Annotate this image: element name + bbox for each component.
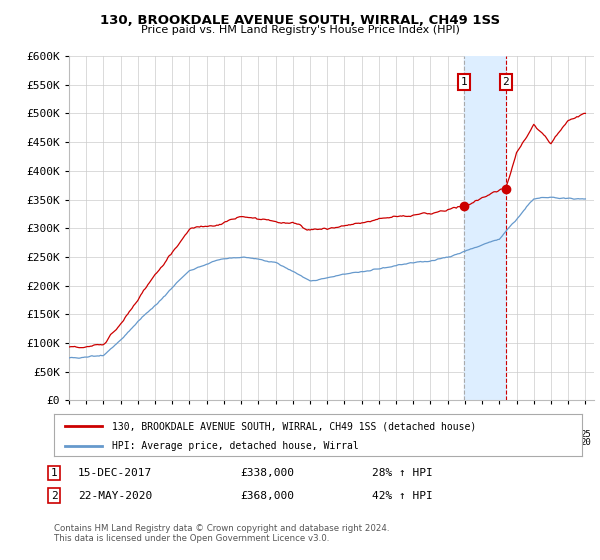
- Text: 2: 2: [50, 491, 58, 501]
- Text: Contains HM Land Registry data © Crown copyright and database right 2024.
This d: Contains HM Land Registry data © Crown c…: [54, 524, 389, 543]
- Text: 10
20: 10 20: [322, 430, 332, 447]
- Text: 15-DEC-2017: 15-DEC-2017: [78, 468, 152, 478]
- Text: 05
20: 05 20: [236, 430, 247, 447]
- Text: 2: 2: [502, 77, 509, 87]
- Text: 96
19: 96 19: [81, 430, 92, 447]
- Text: 130, BROOKDALE AVENUE SOUTH, WIRRAL, CH49 1SS (detached house): 130, BROOKDALE AVENUE SOUTH, WIRRAL, CH4…: [112, 421, 476, 431]
- Text: 08
20: 08 20: [287, 430, 298, 447]
- Text: 14
20: 14 20: [391, 430, 401, 447]
- Text: 09
20: 09 20: [305, 430, 316, 447]
- Text: 17
20: 17 20: [442, 430, 453, 447]
- Text: 13
20: 13 20: [373, 430, 384, 447]
- Text: 23
20: 23 20: [545, 430, 556, 447]
- Text: 18
20: 18 20: [460, 430, 470, 447]
- Text: £338,000: £338,000: [240, 468, 294, 478]
- Text: 20
20: 20 20: [494, 430, 505, 447]
- Text: 12
20: 12 20: [356, 430, 367, 447]
- Text: 98
19: 98 19: [115, 430, 126, 447]
- Text: £368,000: £368,000: [240, 491, 294, 501]
- Text: 130, BROOKDALE AVENUE SOUTH, WIRRAL, CH49 1SS: 130, BROOKDALE AVENUE SOUTH, WIRRAL, CH4…: [100, 14, 500, 27]
- Text: 22
20: 22 20: [529, 430, 539, 447]
- Text: 04
20: 04 20: [218, 430, 229, 447]
- Text: 15
20: 15 20: [408, 430, 419, 447]
- Text: 1: 1: [461, 77, 467, 87]
- Text: 1: 1: [50, 468, 58, 478]
- Text: 07
20: 07 20: [270, 430, 281, 447]
- Text: 16
20: 16 20: [425, 430, 436, 447]
- Text: HPI: Average price, detached house, Wirral: HPI: Average price, detached house, Wirr…: [112, 441, 359, 451]
- Text: Price paid vs. HM Land Registry's House Price Index (HPI): Price paid vs. HM Land Registry's House …: [140, 25, 460, 35]
- Text: 28% ↑ HPI: 28% ↑ HPI: [372, 468, 433, 478]
- Text: 24
20: 24 20: [563, 430, 574, 447]
- Text: 22-MAY-2020: 22-MAY-2020: [78, 491, 152, 501]
- Bar: [464, 56, 506, 400]
- Text: 42% ↑ HPI: 42% ↑ HPI: [372, 491, 433, 501]
- Text: 02
20: 02 20: [184, 430, 195, 447]
- Text: 21
20: 21 20: [511, 430, 522, 447]
- Text: 11
20: 11 20: [339, 430, 350, 447]
- Text: 99
19: 99 19: [133, 430, 143, 447]
- Text: 25
20: 25 20: [580, 430, 591, 447]
- Text: 03
20: 03 20: [202, 430, 212, 447]
- Text: 19
20: 19 20: [477, 430, 487, 447]
- Text: 00
20: 00 20: [149, 430, 160, 447]
- Text: 01
20: 01 20: [167, 430, 178, 447]
- Text: 95
19: 95 19: [64, 430, 74, 447]
- Text: 06
20: 06 20: [253, 430, 264, 447]
- Text: 97
19: 97 19: [98, 430, 109, 447]
